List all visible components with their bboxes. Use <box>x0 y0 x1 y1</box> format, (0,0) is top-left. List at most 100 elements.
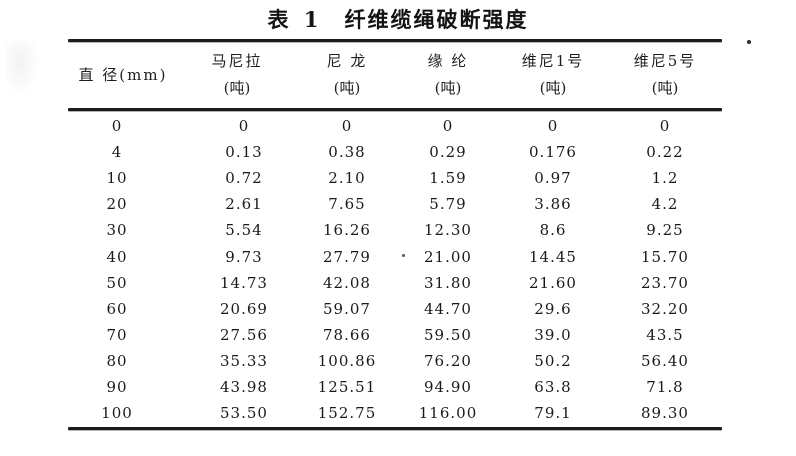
table-row: 10 0.72 2.10 1.59 0.97 1.2 <box>68 165 722 191</box>
column-header-manila: 马尼拉 (吨) <box>178 44 296 106</box>
cell-nylon: 2.10 <box>328 169 366 188</box>
cell-diameter: 20 <box>106 195 128 214</box>
scan-smudge <box>6 40 40 96</box>
column-header-unit: (吨) <box>539 79 567 97</box>
cell-vinylon-5: 4.2 <box>651 195 679 214</box>
cell-vinylon-5: 32.20 <box>641 299 689 318</box>
cell-nylon: 27.79 <box>323 247 371 266</box>
cell-vinylon-5: 0.22 <box>646 143 684 162</box>
table-row: 4 0.13 0.38 0.29 0.176 0.22 <box>68 139 722 165</box>
cell-polyester: 44.70 <box>424 299 472 318</box>
cell-vinylon-1: 0 <box>547 117 559 136</box>
cell-diameter: 40 <box>106 247 128 266</box>
cell-manila: 0.72 <box>225 169 263 188</box>
table-row: 0 0 0 0 0 0 <box>68 113 722 139</box>
column-header-diameter: 直 径(mm) <box>68 44 178 106</box>
table-row: 60 20.69 59.07 44.70 29.6 32.20 <box>68 296 722 322</box>
cell-diameter: 80 <box>106 351 128 370</box>
cell-nylon: 78.66 <box>323 325 371 344</box>
cell-vinylon-5: 9.25 <box>646 221 684 240</box>
cell-polyester: 21.00 <box>424 247 472 266</box>
cell-vinylon-5: 89.30 <box>641 404 689 423</box>
table-row: 50 14.73 42.08 31.80 21.60 23.70 <box>68 270 722 296</box>
cell-diameter: 50 <box>106 273 128 292</box>
table-top-rule <box>68 39 722 42</box>
cell-vinylon-5: 1.2 <box>651 169 679 188</box>
cell-vinylon-1: 39.0 <box>534 325 572 344</box>
table-number: 表 1 <box>267 7 323 32</box>
cell-vinylon-1: 50.2 <box>534 351 572 370</box>
cell-vinylon-1: 14.45 <box>529 247 577 266</box>
cell-vinylon-5: 71.8 <box>646 377 684 396</box>
cell-vinylon-1: 0.97 <box>534 169 572 188</box>
cell-polyester: 31.80 <box>424 273 472 292</box>
cell-manila: 20.69 <box>220 299 268 318</box>
table-bottom-rule <box>68 427 722 430</box>
cell-nylon: 0.38 <box>328 143 366 162</box>
cell-polyester: 59.50 <box>424 325 472 344</box>
cell-diameter: 70 <box>106 325 128 344</box>
column-header-vinylon-1: 维尼1号 (吨) <box>498 44 608 106</box>
cell-vinylon-5: 15.70 <box>641 247 689 266</box>
table-header-rule <box>68 108 722 111</box>
cell-polyester: 0 <box>442 117 454 136</box>
column-header-label: 维尼1号 <box>521 52 585 70</box>
column-header-nylon: 尼 龙 (吨) <box>296 44 398 106</box>
cell-nylon: 16.26 <box>323 221 371 240</box>
table-row: 70 27.56 78.66 59.50 39.0 43.5 <box>68 322 722 348</box>
cell-manila: 43.98 <box>220 377 268 396</box>
cell-polyester: 5.79 <box>429 195 467 214</box>
cell-manila: 5.54 <box>225 221 263 240</box>
cell-diameter: 100 <box>101 404 133 423</box>
table-title: 表 1 纤维缆绳破断强度 <box>0 4 796 34</box>
cell-vinylon-1: 29.6 <box>534 299 572 318</box>
cell-vinylon-1: 79.1 <box>534 404 572 423</box>
table-header-row: 直 径(mm) 马尼拉 (吨) 尼 龙 (吨) 缘 纶 (吨) 维尼1号 (吨)… <box>68 44 722 106</box>
column-header-label: 缘 纶 <box>427 52 469 70</box>
cell-manila: 14.73 <box>220 273 268 292</box>
column-header-unit: (吨) <box>434 79 462 97</box>
cell-nylon: 42.08 <box>323 273 371 292</box>
column-header-unit: (吨) <box>651 79 679 97</box>
cell-diameter: 90 <box>106 377 128 396</box>
column-header-label: 直 径(mm) <box>78 65 168 84</box>
column-header-label: 马尼拉 <box>211 52 263 70</box>
table-row: 80 35.33 100.86 76.20 50.2 56.40 <box>68 348 722 374</box>
cell-nylon: 100.86 <box>317 351 377 370</box>
cell-vinylon-1: 8.6 <box>539 221 567 240</box>
cell-diameter: 30 <box>106 221 128 240</box>
cell-manila: 27.56 <box>220 325 268 344</box>
column-header-vinylon-5: 维尼5号 (吨) <box>608 44 722 106</box>
cell-manila: 2.61 <box>225 195 263 214</box>
table-body: 0 0 0 0 0 0 4 0.13 0.38 0.29 0.176 0.22 … <box>68 113 722 426</box>
column-header-label: 维尼5号 <box>633 52 697 70</box>
cell-diameter: 10 <box>106 169 128 188</box>
cell-nylon: 0 <box>341 117 353 136</box>
cell-manila: 53.50 <box>220 404 268 423</box>
cell-manila: 35.33 <box>220 351 268 370</box>
scan-speck <box>402 254 405 257</box>
cell-polyester: 0.29 <box>429 143 467 162</box>
cell-nylon: 7.65 <box>328 195 366 214</box>
table-row: 20 2.61 7.65 5.79 3.86 4.2 <box>68 191 722 217</box>
cell-nylon: 125.51 <box>317 377 377 396</box>
cell-vinylon-5: 43.5 <box>646 325 684 344</box>
cell-polyester: 94.90 <box>424 377 472 396</box>
cell-polyester: 116.00 <box>418 404 478 423</box>
cell-vinylon-1: 3.86 <box>534 195 572 214</box>
table-row: 100 53.50 152.75 116.00 79.1 89.30 <box>68 400 722 426</box>
column-header-label: 尼 龙 <box>326 52 368 70</box>
cell-manila: 9.73 <box>225 247 263 266</box>
cell-nylon: 152.75 <box>317 404 377 423</box>
table-row: 40 9.73 27.79 21.00 14.45 15.70 <box>68 243 722 269</box>
table-row: 90 43.98 125.51 94.90 63.8 71.8 <box>68 374 722 400</box>
cell-vinylon-1: 63.8 <box>534 377 572 396</box>
column-header-unit: (吨) <box>333 79 361 97</box>
column-header-polyester: 缘 纶 (吨) <box>398 44 498 106</box>
cell-polyester: 76.20 <box>424 351 472 370</box>
scan-speck <box>747 40 751 44</box>
cell-diameter: 4 <box>111 143 123 162</box>
cell-polyester: 12.30 <box>424 221 472 240</box>
cell-vinylon-1: 21.60 <box>529 273 577 292</box>
